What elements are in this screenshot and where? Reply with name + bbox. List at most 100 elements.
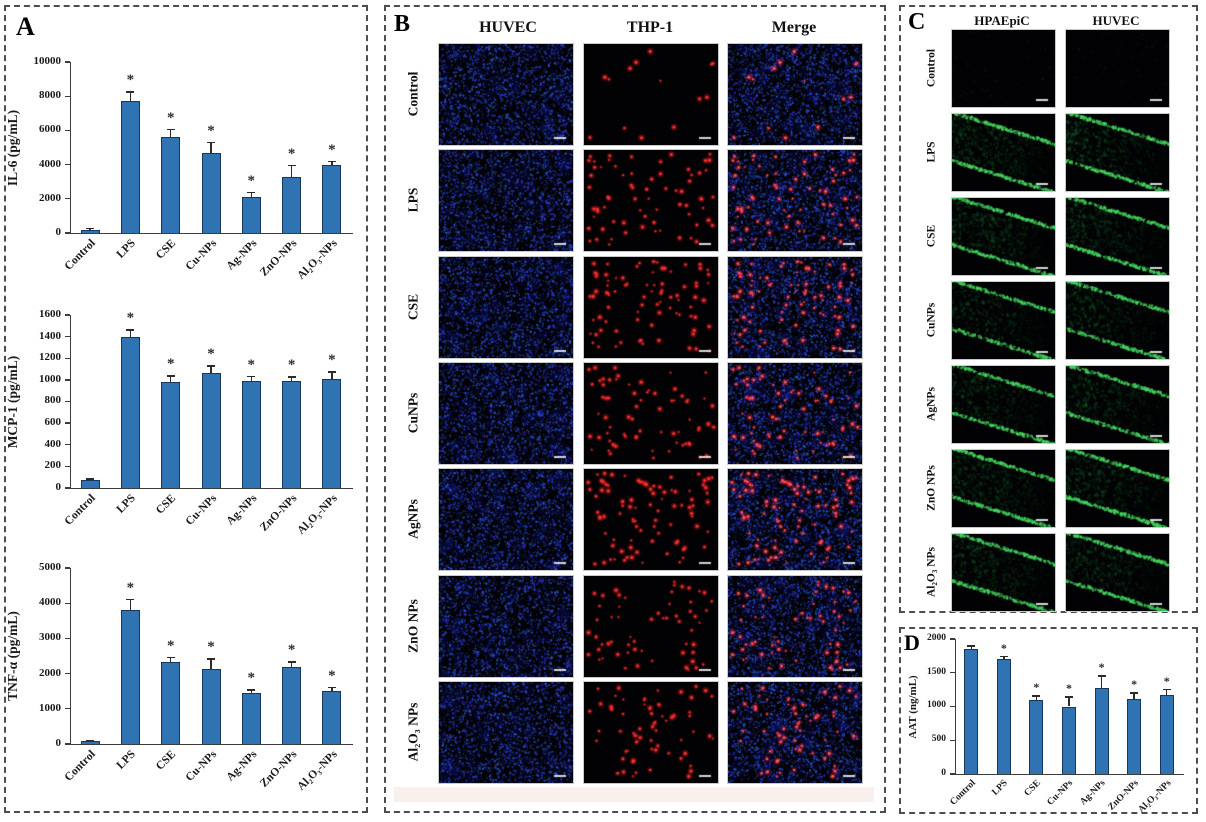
bar-cu-nps [201,373,221,488]
y-tick-mark [65,163,70,166]
panel-c-row-label-agnps: AgNPs [925,386,938,421]
y-tick-label: 1400 [39,329,61,342]
significance-asterisk: * [287,145,296,162]
panel-b-row-label-cse: CSE [405,293,421,320]
error-bar [129,599,132,611]
bar-zno-nps [282,380,302,488]
panel-b-letter: B [394,11,411,37]
bar-cse [161,137,181,233]
significance-asterisk: * [287,357,296,374]
fluor-image-huvec-green-control [1065,29,1170,108]
error-bar-cap [207,141,215,144]
fluor-image-thp1-agnps [583,468,719,571]
bar-lps [996,659,1011,774]
y-tick-label: 400 [44,437,62,450]
significance-asterisk: * [166,637,175,654]
error-bar-cap [999,655,1008,658]
bar-lps [120,336,140,488]
bar-cse [161,661,181,744]
y-tick-mark [65,422,70,424]
plot-area [955,639,1184,775]
y-tick-label: 10000 [33,54,62,67]
significance-asterisk: * [328,352,336,369]
y-axis-title: IL-6 (pg/mL) [5,109,20,186]
y-tick-label: 2000 [927,632,946,643]
fluor-image-huvec-green-al-o-nps [1065,533,1170,612]
fluor-image-huvec-green-lps [1065,113,1170,192]
error-bar-cap [327,686,336,689]
error-bar-cap [207,365,215,367]
error-bar [169,376,172,383]
fluor-image-hpaepic-zno-nps [951,449,1056,528]
error-bar [250,689,253,693]
y-tick-mark [65,708,70,710]
y-tick-mark [65,743,70,745]
y-axis-title: MCP-1 (pg/mL) [5,355,20,448]
y-tick-mark [65,379,70,381]
fluor-image-thp1-control [583,43,719,146]
error-bar [1035,696,1038,700]
fluor-image-huvec-zno-nps [438,575,574,678]
bar-cu-nps [201,152,221,233]
bar-cse [1029,699,1044,774]
fluor-image-huvec-green-zno-nps [1065,449,1170,528]
bar-zno-nps [282,666,302,744]
y-tick-mark [65,487,70,489]
bar-ag-nps [241,692,261,744]
error-bar [970,646,973,650]
y-tick-mark [65,567,70,569]
error-bar-cap [86,227,95,230]
y-tick-mark [950,638,955,640]
significance-asterisk: * [328,141,336,158]
panel-c-row-label-control: Control [925,48,938,87]
error-bar-cap [166,375,175,377]
panel-a-letter: A [16,12,35,41]
y-tick-mark [950,739,955,741]
y-tick-mark [65,465,70,468]
panel-c-row-label-zno-nps: ZnO NPs [925,464,938,511]
y-tick-label: 1000 [927,700,946,711]
y-tick-mark [65,129,70,132]
panel-b-row-label-cunps: CuNPs [405,392,421,433]
fluor-image-merge-lps [727,149,863,252]
panel-c-column-header-hpaepic: HPAEpiC [974,13,1030,28]
bar-control [964,649,979,774]
y-tick-label: 200 [44,459,62,472]
error-bar [129,330,132,337]
panel-b-row-label-al-o-nps: Al₂O₃ NPs [405,702,421,761]
y-tick-mark [950,705,955,708]
error-bar [169,129,172,138]
y-tick-label: 1000 [39,372,61,385]
error-bar-cap [1032,695,1041,697]
y-tick-label: 2000 [39,666,61,679]
error-bar-cap [86,478,95,480]
error-bar [1068,697,1070,707]
y-tick-mark [65,61,70,63]
bar-ag-nps [1094,688,1109,774]
bar-al-o-nps [322,165,342,233]
fluor-image-thp1-al-o-nps [583,681,719,784]
y-tick-label: 3000 [39,631,61,644]
panel-c-row-label-lps: LPS [925,140,938,163]
significance-asterisk: * [126,310,135,327]
y-tick-label: 1000 [39,701,61,714]
y-tick-mark [65,335,70,338]
y-tick-label: 5000 [39,560,61,573]
error-bar-cap [1162,688,1171,691]
error-bar [290,661,293,667]
error-bar-cap [287,661,296,663]
fluor-image-merge-al-o-nps [727,681,863,784]
bar-cu-nps [1062,706,1076,774]
significance-asterisk: * [166,109,175,126]
bar-zno-nps [1127,699,1142,774]
fluor-image-thp1-lps [583,149,719,252]
error-bar [331,161,333,166]
error-bar-cap [327,371,336,373]
fluor-image-merge-zno-nps [727,575,863,678]
y-tick-mark [65,637,70,640]
panel-b-column-header-huvec: HUVEC [479,19,537,36]
error-bar [210,142,212,153]
significance-asterisk: * [328,667,336,684]
bar-al-o-nps [1159,695,1174,774]
y-tick-mark [65,314,70,316]
